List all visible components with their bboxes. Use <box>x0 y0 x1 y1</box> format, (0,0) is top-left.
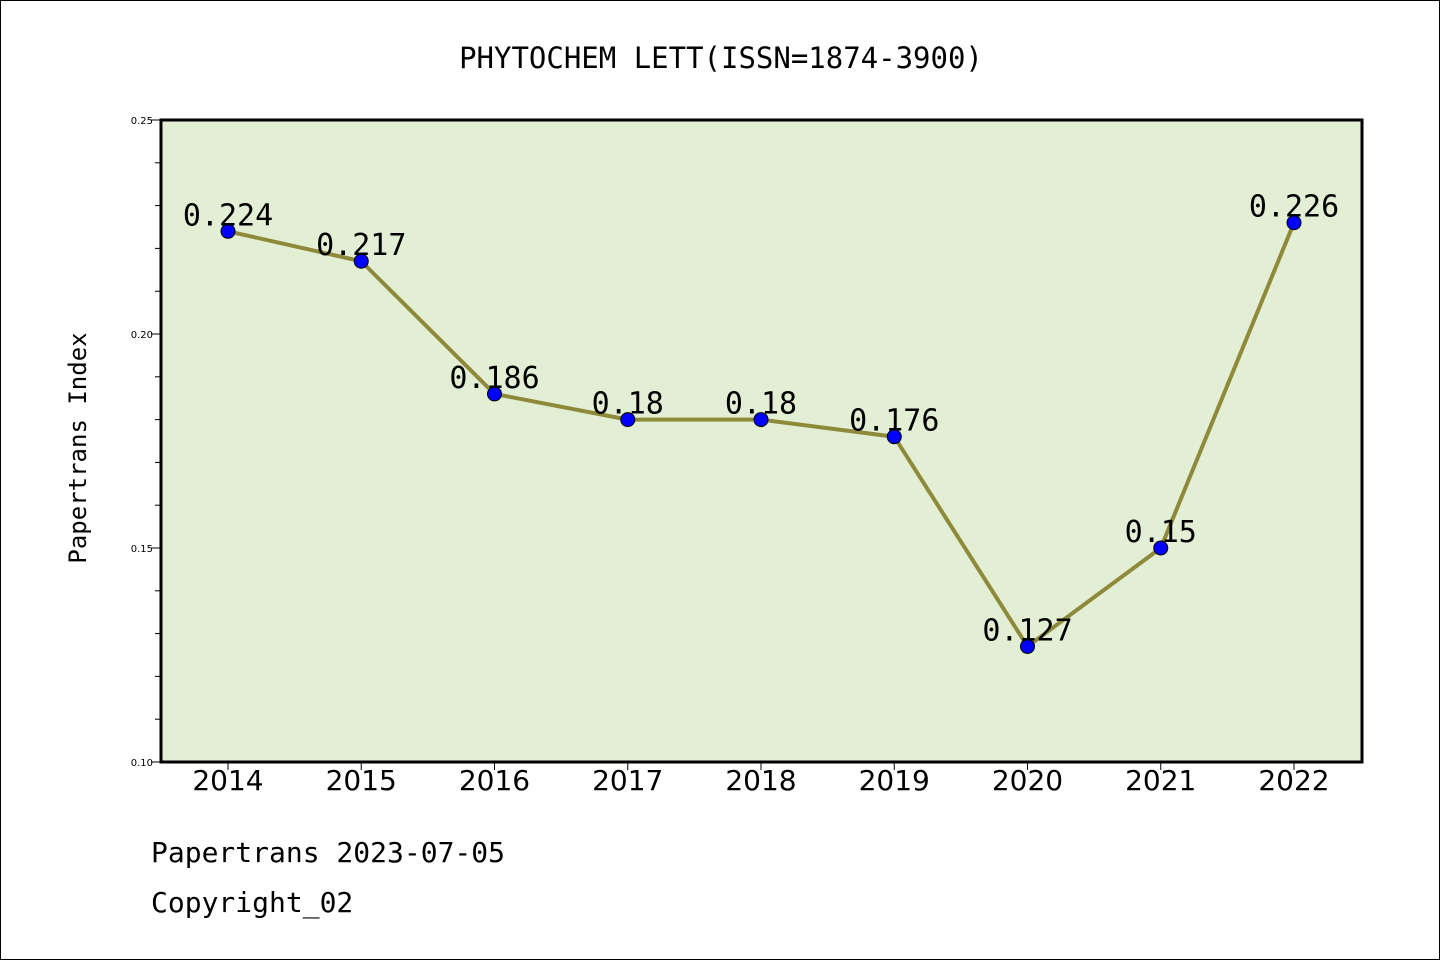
data-label: 0.176 <box>849 404 939 439</box>
x-axis: 2014 2015 2016 2017 2018 2019 2020 2021 2022 <box>192 762 1330 797</box>
data-point <box>1020 638 1035 654</box>
x-tick-label: 2019 <box>859 764 930 797</box>
plot-area <box>159 118 1364 764</box>
data-label: 0.217 <box>316 228 406 263</box>
data-label: 0.226 <box>1249 190 1339 225</box>
footer-copyright: Copyright_02 <box>151 886 354 919</box>
data-label: 0.15 <box>1125 515 1197 550</box>
data-label: 0.186 <box>449 361 539 396</box>
chart-title: PHYTOCHEM LETT(ISSN=1874-3900) <box>459 41 983 75</box>
data-point <box>1286 215 1302 231</box>
y-axis-label: Papertrans Index <box>64 332 92 563</box>
data-label: 0.18 <box>725 387 797 422</box>
data-label: 0.127 <box>982 613 1072 648</box>
x-tick-label: 2016 <box>459 764 530 797</box>
data-point <box>620 412 636 428</box>
y-tick-label: 0.25 <box>131 116 153 127</box>
footer-source: Papertrans 2023-07-05 <box>151 836 506 869</box>
x-tick-label: 2021 <box>1125 764 1196 797</box>
data-point <box>353 253 369 269</box>
data-labels: 0.224 0.217 0.186 0.18 0.18 0.176 0.127 0.15 0.2… <box>183 190 1339 649</box>
x-tick-label: 2017 <box>592 764 663 797</box>
data-point <box>487 386 502 402</box>
x-tick-label: 2022 <box>1258 764 1329 797</box>
y-tick-label: 0.20 <box>131 330 153 341</box>
x-tick-label: 2014 <box>192 764 263 797</box>
y-tick-label: 0.10 <box>131 758 153 769</box>
data-points <box>220 215 1302 654</box>
data-point <box>753 412 769 428</box>
data-point <box>220 223 236 239</box>
data-point <box>886 429 902 445</box>
data-label: 0.18 <box>592 387 664 422</box>
data-label: 0.224 <box>183 198 273 233</box>
x-tick-label: 2018 <box>725 764 796 797</box>
y-axis: 0.10 0.15 0.20 0.25 <box>131 116 161 769</box>
x-tick-label: 2015 <box>326 764 397 797</box>
x-tick-label: 2020 <box>992 764 1063 797</box>
y-tick-label: 0.15 <box>131 544 153 555</box>
data-point <box>1153 540 1169 556</box>
